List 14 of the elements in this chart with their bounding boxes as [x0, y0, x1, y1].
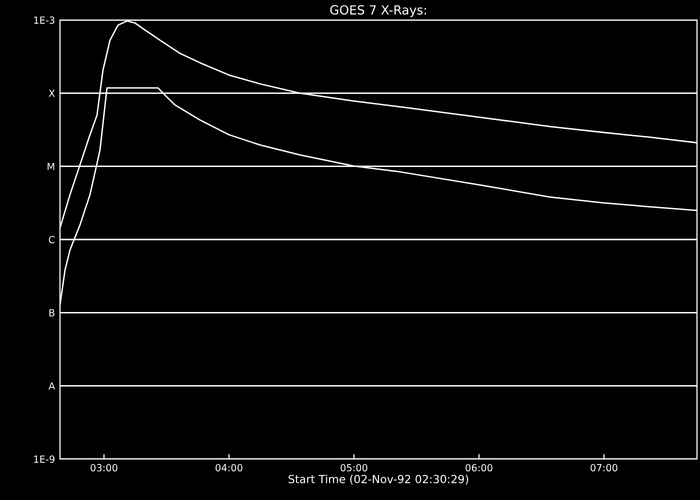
y-tick-label: 1E-3	[34, 16, 54, 24]
chart-title: GOES 7 X-Rays:	[330, 5, 426, 18]
x-tick-label: 07:00	[590, 464, 618, 472]
y-tick-label: B	[49, 309, 54, 316]
y-tick-label: C	[48, 236, 55, 244]
y-tick-label: X	[48, 90, 55, 97]
x-tick-label: 05:00	[340, 464, 368, 472]
x-axis-title: Start Time (02-Nov-92 02:30:29)	[288, 474, 468, 485]
y-tick-label: A	[48, 382, 56, 390]
y-tick-label: M	[48, 162, 54, 170]
x-tick-label: 04:00	[216, 464, 242, 472]
y-tick-label: 1E-9	[34, 455, 54, 463]
x-tick-label: 06:00	[466, 464, 492, 472]
x-tick-label: 03:00	[90, 464, 118, 472]
